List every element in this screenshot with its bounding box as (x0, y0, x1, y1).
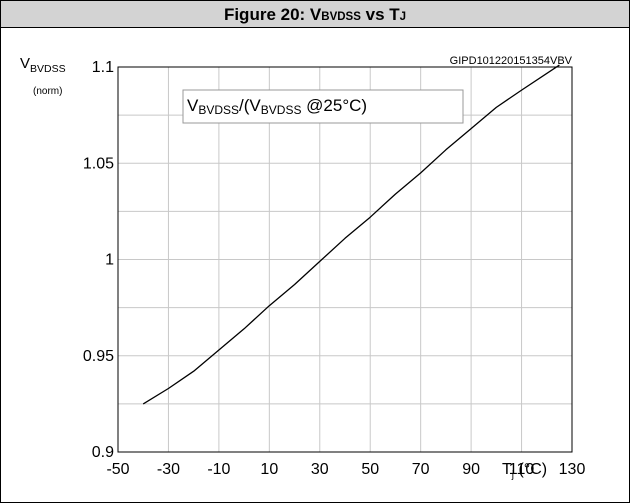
figure-title: Figure 20: VBVDSS vs TJ (224, 5, 406, 24)
title-bar (1, 1, 629, 27)
x-tick-label: 110 (509, 461, 535, 478)
y-tick-label: 1.05 (83, 155, 114, 172)
x-tick-label: 70 (412, 461, 430, 478)
x-tick-label: -30 (157, 461, 180, 478)
series-line (142, 64, 560, 405)
y-axis-label: VBVDSS (20, 55, 66, 75)
x-tick-label: 30 (311, 461, 329, 478)
data-series (142, 64, 560, 405)
y-tick-labels: 0.9 0.95 1 1.05 1.1 (83, 59, 114, 461)
annotation-box (182, 89, 464, 124)
y-tick-label: 1.1 (92, 59, 114, 76)
y-axis-unit: (norm) (33, 86, 62, 97)
x-tick-label: 130 (559, 461, 586, 478)
annotation-text: VBVDSS/(VBVDSS @25°C) (187, 96, 367, 117)
y-tick-label: 0.9 (92, 444, 114, 461)
y-tick-label: 1 (105, 252, 114, 269)
figure-code: GIPD101220151354VBV (450, 55, 573, 67)
plot-frame (117, 66, 573, 453)
x-axis-label: Tj (°C) (502, 461, 547, 481)
x-tick-labels: -50 -30 -10 10 30 50 70 90 110 130 (106, 461, 585, 478)
x-tick-label: 10 (260, 461, 278, 478)
x-tick-label: -10 (207, 461, 230, 478)
x-tick-label: 50 (361, 461, 379, 478)
y-tick-label: 0.95 (83, 348, 114, 365)
x-tick-label: 90 (462, 461, 480, 478)
x-tick-label: -50 (106, 461, 129, 478)
